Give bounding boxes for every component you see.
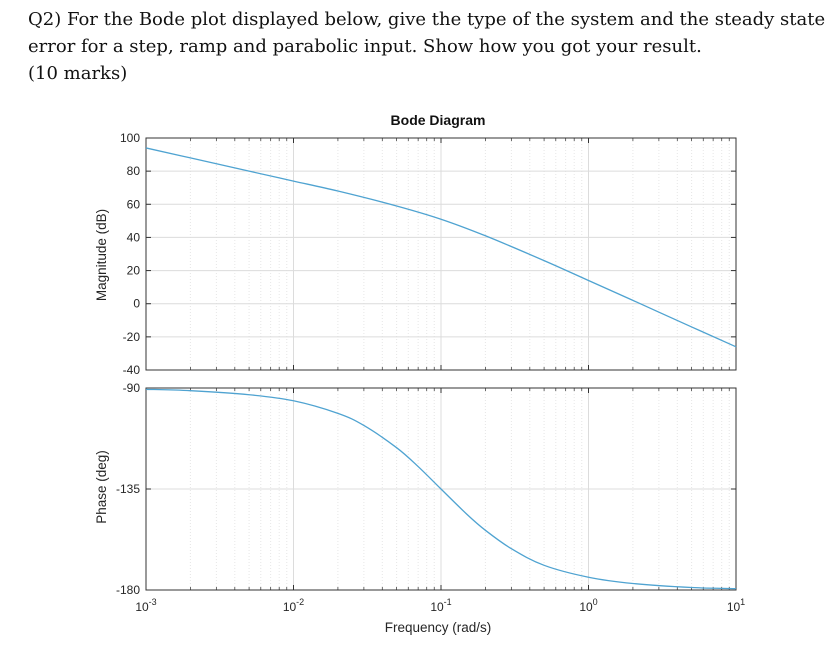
phase-frame [145,387,737,591]
magnitude-y-tick-label: 20 [127,264,141,278]
question-line-3: (10 marks) [28,63,128,84]
x-tick-label: 10-3 [135,597,156,614]
x-tick-label: 10-2 [283,597,304,614]
chart-title: Bode Diagram [391,112,486,128]
magnitude-grid [145,137,737,371]
phase-axis-label: Phase (deg) [94,450,109,524]
magnitude-y-tick-label: 100 [120,131,140,145]
magnitude-frame [145,137,737,371]
magnitude-curve [145,147,737,348]
magnitude-axis-label: Magnitude (dB) [94,209,109,301]
phase-y-tick-label: -180 [116,583,140,597]
magnitude-y-tick-label: 40 [127,230,141,244]
question-line-1: Q2) For the Bode plot displayed below, g… [28,9,826,30]
magnitude-y-tick-label: 60 [127,197,141,211]
magnitude-axes: 100 80 60 40 20 0 -20 -40 [120,131,737,377]
magnitude-y-tick-label: 80 [127,164,141,178]
x-tick-labels: 10-3 10-2 10-1 100 101 [135,597,745,614]
x-tick-label: 101 [727,597,745,614]
magnitude-series [145,147,737,348]
phase-y-tick-label: -135 [116,482,140,496]
magnitude-y-tick-label: -20 [123,330,141,344]
x-tick-label: 10-1 [430,597,451,614]
phase-curve [145,388,737,590]
question-line-2: error for a step, ramp and parabolic inp… [28,36,702,57]
question-text: Q2) For the Bode plot displayed below, g… [28,6,826,87]
phase-series [145,388,737,590]
magnitude-y-tick-label: -40 [123,363,141,377]
phase-y-tick-label: -90 [123,381,141,395]
x-axis-label: Frequency (rad/s) [385,620,492,635]
phase-axes: -90 -135 -180 [116,381,737,597]
phase-grid [145,387,737,591]
magnitude-y-tick-label: 0 [133,297,140,311]
x-tick-label: 100 [579,597,597,614]
